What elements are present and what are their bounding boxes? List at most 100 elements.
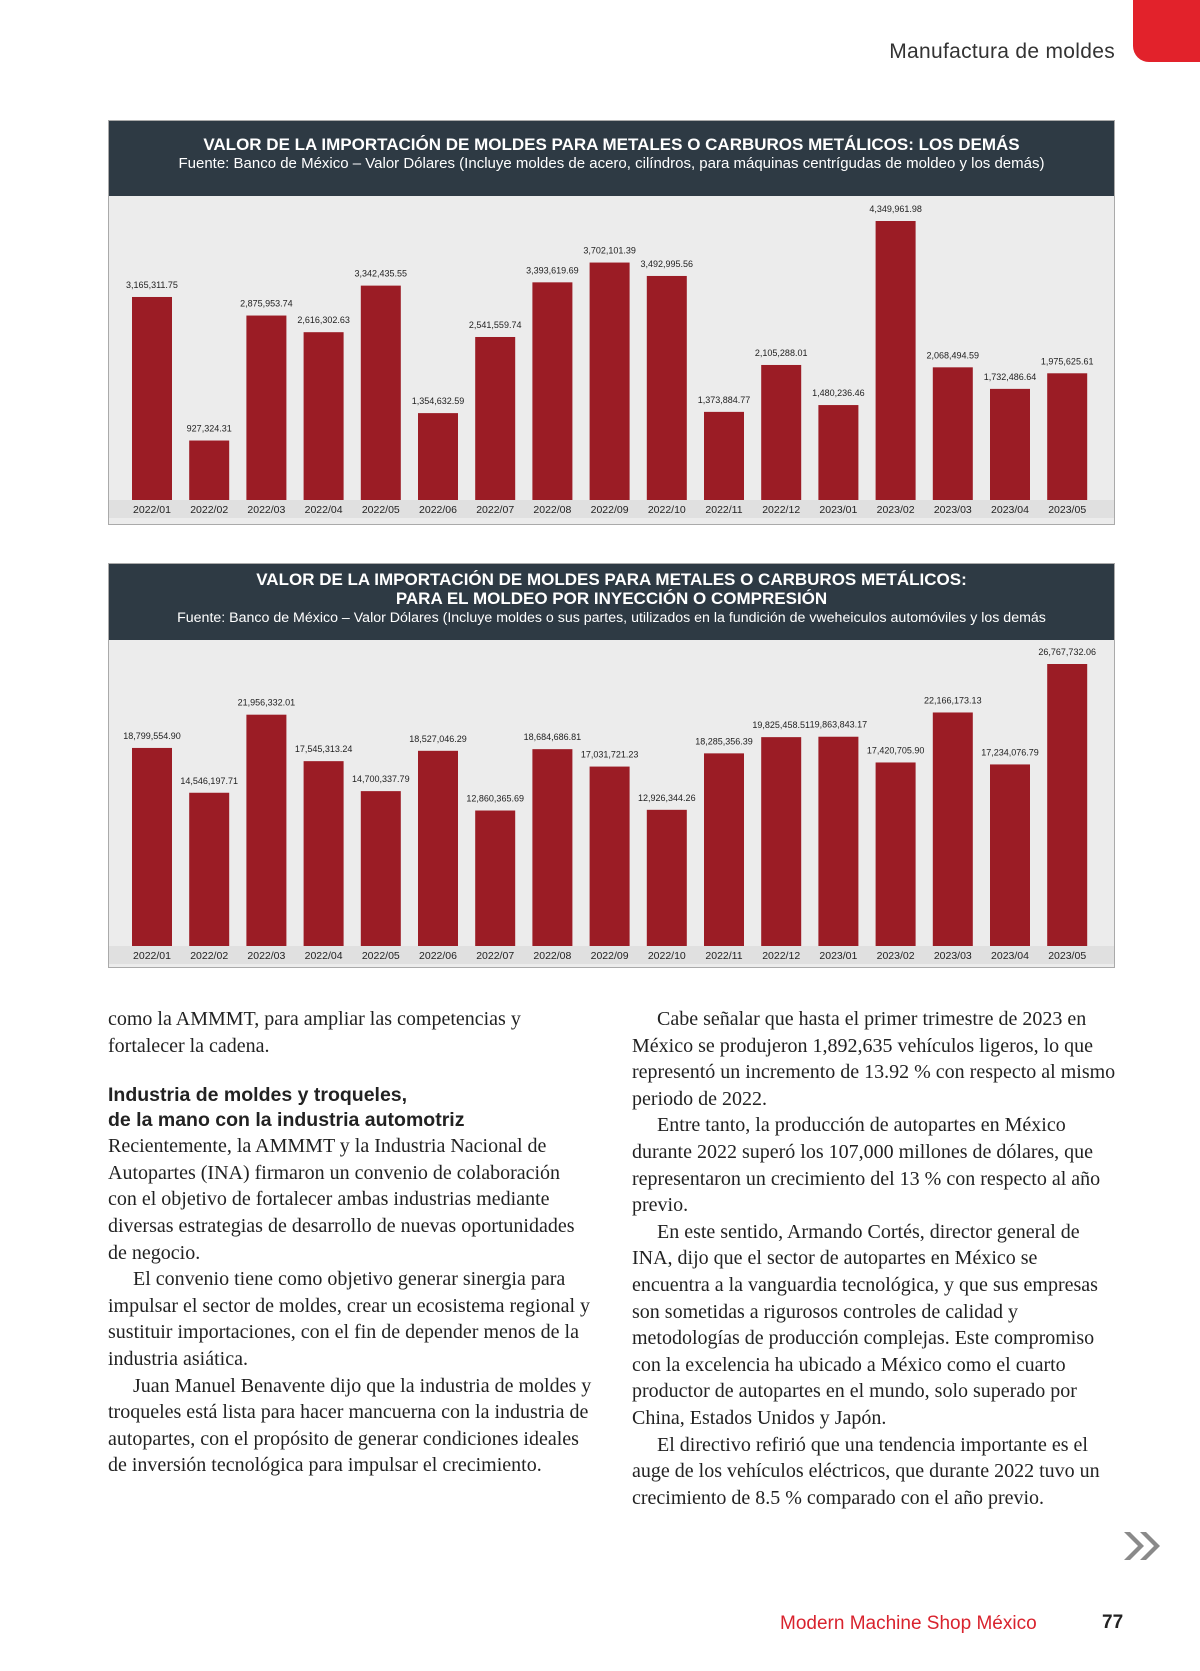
paragraph: El directivo refirió que una tendencia i… — [632, 1433, 1100, 1509]
x-tick-label: 2022/12 — [762, 950, 800, 962]
section-title: Manufactura de moldes — [889, 40, 1115, 63]
bar — [761, 737, 802, 946]
page-number: 77 — [1102, 1612, 1124, 1633]
value-label: 3,165,311.75 — [126, 280, 178, 290]
x-tick-label: 2022/10 — [648, 950, 686, 962]
paragraph: El convenio tiene como objetivo generar … — [108, 1268, 591, 1370]
x-tick-label: 2022/11 — [705, 504, 742, 516]
bar — [418, 413, 458, 500]
bar — [532, 282, 573, 500]
value-label: 18,684,686.81 — [524, 732, 582, 742]
x-tick-label: 2023/01 — [819, 504, 857, 516]
chart-panel: VALOR DE LA IMPORTACIÓN DE MOLDES PARA M… — [108, 563, 1115, 968]
bar — [875, 762, 916, 946]
x-tick-label: 2023/05 — [1048, 504, 1086, 516]
x-tick-label: 2022/12 — [762, 504, 800, 516]
value-label: 3,702,101.39 — [583, 246, 636, 256]
chart-title: VALOR DE LA IMPORTACIÓN DE MOLDES PARA M… — [203, 135, 1020, 154]
value-label: 17,545,313.24 — [295, 744, 353, 754]
bar — [418, 750, 458, 946]
value-label: 12,926,344.26 — [638, 793, 696, 803]
x-tick-label: 2022/01 — [133, 504, 171, 516]
magazine-name: Modern Machine Shop México — [780, 1613, 1037, 1634]
x-tick-label: 2023/04 — [991, 950, 1029, 962]
right-column: Cabe señalar que hasta el primer trimest… — [632, 1006, 1116, 1511]
x-tick-label: 2022/09 — [591, 504, 629, 516]
x-tick-label: 2022/03 — [247, 504, 285, 516]
x-tick-label: 2023/01 — [819, 950, 857, 962]
value-label: 1,373,884.77 — [698, 395, 751, 405]
value-label: 2,616,302.63 — [297, 315, 350, 325]
value-label: 2,105,288.01 — [755, 348, 808, 358]
bar — [532, 749, 573, 946]
category-strip — [109, 946, 1114, 964]
value-label: 22,166,173.13 — [924, 695, 982, 705]
bar — [875, 221, 916, 500]
chart-header: VALOR DE LA IMPORTACIÓN DE MOLDES PARA M… — [109, 121, 1114, 196]
x-tick-label: 2023/05 — [1048, 950, 1086, 962]
chart-title: VALOR DE LA IMPORTACIÓN DE MOLDES PARA M… — [256, 570, 967, 589]
value-label: 3,342,435.55 — [355, 269, 408, 279]
paragraph: como la AMMMT, para ampliar las competen… — [108, 1008, 521, 1057]
x-tick-label: 2023/02 — [877, 950, 915, 962]
chart-plot: 18,799,554.90 2022/01 14,546,197.71 2022/02… — [109, 647, 1114, 964]
value-label: 1,354,632.59 — [412, 396, 465, 406]
bar — [990, 764, 1030, 946]
value-label: 18,285,356.39 — [695, 736, 753, 746]
category-strip — [109, 500, 1114, 518]
paragraph: En este sentido, Armando Cortés, directo… — [632, 1220, 1098, 1429]
bar — [189, 792, 230, 946]
bar — [646, 275, 687, 500]
value-label: 1,975,625.61 — [1041, 356, 1094, 366]
bar — [1047, 373, 1088, 500]
bar — [646, 809, 687, 946]
value-label: 2,068,494.59 — [927, 350, 980, 360]
bar — [246, 315, 287, 500]
bar — [475, 336, 516, 500]
x-tick-label: 2022/10 — [648, 504, 686, 516]
x-tick-label: 2022/01 — [133, 950, 171, 962]
left-column: como la AMMMT, para ampliar las competen… — [108, 1006, 592, 1479]
bar — [932, 712, 973, 946]
x-tick-label: 2022/03 — [247, 950, 285, 962]
bar — [704, 753, 744, 946]
value-label: 26,767,732.06 — [1038, 647, 1096, 657]
paragraph: Cabe señalar que hasta el primer trimest… — [632, 1008, 1116, 1110]
value-label: 19,825,458.51 — [752, 720, 810, 730]
heading: Industria de moldes y troqueles, de la ma… — [108, 1083, 592, 1133]
value-label: 19,863,843.17 — [810, 720, 868, 730]
value-label: 3,492,995.56 — [641, 259, 694, 269]
value-label: 21,956,332.01 — [238, 698, 296, 708]
value-label: 3,393,619.69 — [526, 265, 579, 275]
value-label: 4,349,961.98 — [869, 204, 922, 214]
chart-subtitle: Fuente: Banco de México – Valor Dólares … — [177, 610, 1046, 626]
value-label: 14,700,337.79 — [352, 774, 410, 784]
heading-line: Industria de moldes y troqueles, — [108, 1084, 408, 1107]
value-label: 17,420,705.90 — [867, 745, 925, 755]
chart-subtitle: Fuente: Banco de México – Valor Dólares … — [178, 155, 1045, 172]
value-label: 927,324.31 — [187, 424, 232, 434]
bar — [990, 388, 1030, 500]
bar — [360, 285, 401, 500]
continue-icon — [1124, 1532, 1160, 1560]
x-tick-label: 2022/05 — [362, 950, 400, 962]
bar — [303, 761, 344, 946]
x-tick-label: 2023/03 — [934, 504, 972, 516]
value-label: 2,875,953.74 — [240, 299, 293, 309]
bar — [761, 364, 802, 500]
chart-plot: 3,165,311.75 2022/01 927,324.31 2022/02 2,87… — [109, 204, 1114, 518]
value-label: 18,799,554.90 — [123, 731, 181, 741]
bar — [132, 747, 172, 946]
paragraph: Entre tanto, la producción de autopartes… — [632, 1114, 1101, 1217]
value-label: 18,527,046.29 — [409, 734, 467, 744]
paragraph: Juan Manuel Benavente dijo que la indust… — [108, 1374, 592, 1477]
x-tick-label: 2023/03 — [934, 950, 972, 962]
x-tick-label: 2022/02 — [190, 950, 228, 962]
x-tick-label: 2022/08 — [533, 950, 571, 962]
bar — [818, 405, 859, 500]
bar — [589, 766, 630, 946]
bar — [818, 736, 859, 946]
bar — [189, 440, 230, 500]
chart-title: PARA EL MOLDEO POR INYECCIÓN O COMPRESIÓ… — [395, 589, 828, 608]
x-tick-label: 2022/02 — [190, 504, 228, 516]
